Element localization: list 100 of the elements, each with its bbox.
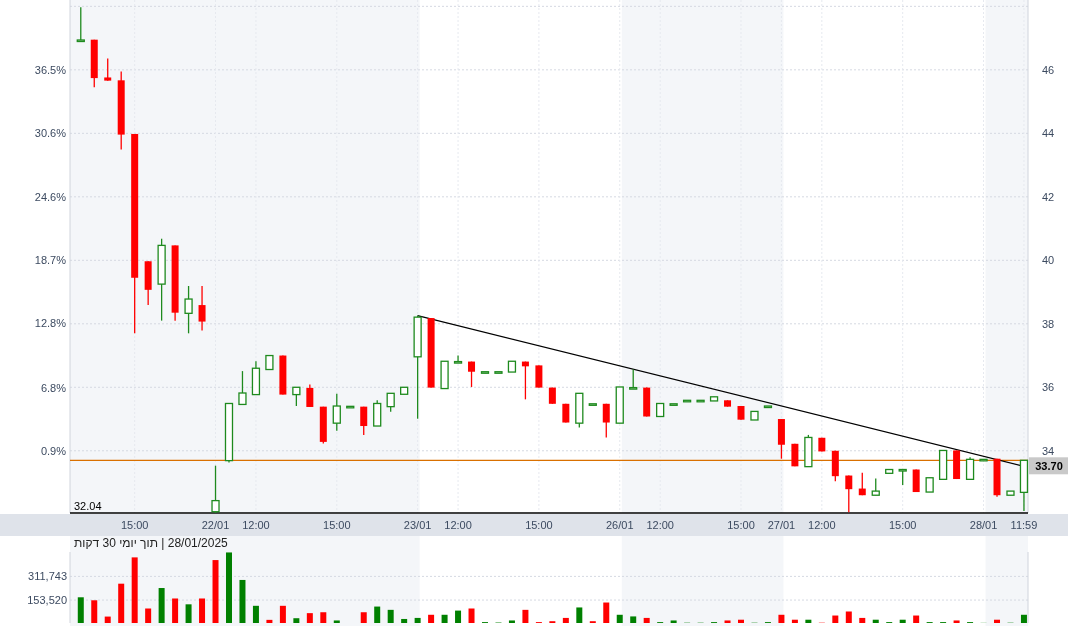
y2-tick-label: 24.6% [34, 191, 67, 204]
bar [670, 620, 677, 623]
x-tick-label: 15:00 [727, 519, 755, 531]
bar [320, 612, 327, 623]
candlestick [292, 386, 301, 407]
candlestick [360, 406, 368, 436]
x-tick-label: 12:00 [444, 519, 472, 531]
candlestick [602, 403, 610, 439]
bar [778, 614, 785, 623]
bar [145, 608, 152, 623]
bar [643, 617, 650, 623]
bar [913, 615, 920, 623]
candlestick [535, 364, 543, 389]
candlestick [373, 399, 382, 427]
y2-tick-label: 12.8% [34, 317, 67, 330]
candlestick [629, 368, 638, 390]
bar [576, 607, 583, 623]
bar [428, 614, 435, 623]
bar [279, 605, 286, 623]
bar [616, 614, 623, 623]
y-tick-label: 42 [1041, 190, 1055, 203]
x-tick-label: 23/01 [403, 519, 432, 531]
bar [522, 609, 529, 623]
x-tick-label: 12:00 [808, 519, 836, 531]
bar [508, 620, 515, 623]
bar [401, 618, 408, 623]
bar [104, 616, 111, 623]
bar [441, 614, 448, 623]
bar [306, 613, 313, 623]
bar [1020, 614, 1027, 623]
candlestick [468, 360, 476, 388]
candlestick [386, 392, 395, 413]
bar [562, 617, 569, 623]
x-tick-label: 15:00 [888, 519, 917, 531]
x-tick-label: 15:00 [323, 519, 351, 531]
y2-tick-label: 6.8% [40, 381, 67, 394]
y-tick-label: 38 [1041, 317, 1055, 330]
bar [845, 611, 852, 623]
x-tick-label: 26/01 [605, 519, 634, 531]
candlestick [198, 285, 206, 332]
y-tick-label: 36 [1041, 381, 1055, 394]
chart-title: 28/01/2025 | תוך יומי 30 דקות [74, 536, 228, 550]
bar [791, 619, 798, 623]
annotation: 32.04 [74, 500, 102, 512]
y-tick-label: 46 [1041, 63, 1055, 76]
bar [953, 620, 960, 623]
bar [724, 620, 731, 623]
bar [225, 552, 232, 623]
candlestick [453, 354, 463, 364]
bar [455, 610, 462, 623]
bar [738, 619, 744, 623]
candlestick [184, 285, 193, 334]
y2-tick-label: 36.5% [34, 63, 67, 76]
bar [374, 606, 381, 623]
bar [468, 608, 475, 623]
bar [77, 597, 84, 623]
bar [91, 600, 98, 623]
y-tick-label: 40 [1041, 254, 1055, 267]
bar [414, 617, 421, 623]
x-tick-label: 15:00 [525, 519, 553, 531]
candlestick [332, 392, 341, 432]
y-tick-label: 311,743 [28, 570, 67, 583]
bar [859, 617, 866, 623]
bar [293, 618, 300, 623]
candlestick [76, 6, 85, 43]
x-tick-label: 11:59 [1010, 519, 1038, 531]
bar [266, 619, 273, 623]
x-tick-label: 15:00 [120, 519, 149, 531]
candlestick [238, 370, 247, 406]
bar [805, 619, 812, 623]
bar [333, 620, 340, 623]
bar [239, 579, 246, 623]
bar [252, 605, 259, 623]
y-tick-label: 153,520 [27, 594, 67, 607]
bar [185, 604, 192, 623]
candlestick [306, 383, 314, 408]
x-tick-label: 22/01 [201, 519, 230, 531]
x-tick-label: 27/01 [767, 519, 796, 531]
bar [630, 616, 637, 623]
bar [172, 598, 179, 623]
y2-tick-label: 18.7% [34, 254, 67, 267]
x-tick-label: 28/01 [969, 519, 998, 531]
bar [994, 619, 1001, 623]
x-tick-label: 12:00 [646, 519, 674, 531]
bar [832, 615, 839, 623]
candlestick [104, 57, 112, 82]
y2-tick-label: 30.6% [34, 126, 67, 139]
bar [872, 619, 879, 623]
y-tick-label: 44 [1041, 127, 1055, 140]
bar [199, 598, 206, 623]
bar [131, 557, 138, 623]
bar [118, 583, 125, 623]
ref-line-label: 33.70 [1035, 460, 1063, 473]
bar [158, 588, 165, 623]
x-tick-label: 12:00 [242, 519, 270, 531]
bar [899, 619, 906, 623]
candlestick [965, 456, 975, 480]
bar [387, 609, 394, 623]
y-tick-label: 34 [1041, 444, 1055, 457]
bar [603, 602, 610, 623]
